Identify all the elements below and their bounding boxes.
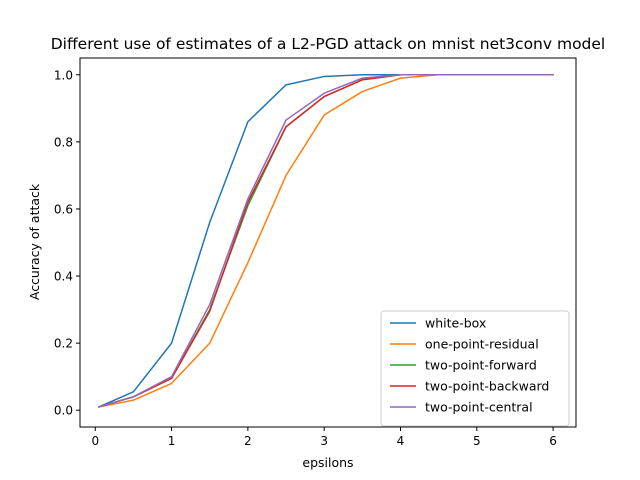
legend: white-box one-point-residual two-point-for… [380,310,570,427]
y-tick-label: 0.8 [54,135,73,149]
y-tick-label: 0.0 [54,404,73,418]
x-tick-label: 2 [244,434,252,448]
x-tick-label: 5 [473,434,481,448]
chart-title: Different use of estimates of a L2-PGD a… [51,35,606,53]
x-axis-label: epsilons [302,455,353,470]
y-axis: 0.0 0.2 0.4 0.6 0.8 1.0 [54,68,80,418]
y-tick-label: 0.4 [54,270,73,284]
x-tick-label: 6 [549,434,557,448]
y-tick-label: 0.6 [54,202,73,216]
x-tick-label: 0 [91,434,99,448]
x-tick-label: 1 [168,434,176,448]
y-tick-label: 1.0 [54,68,73,82]
x-tick-label: 4 [397,434,405,448]
legend-label: two-point-backward [425,379,549,394]
legend-label: one-point-residual [425,337,539,352]
plot-frame [79,57,577,428]
x-axis: 0 1 2 3 4 5 6 [91,427,557,448]
y-axis-label: Accuracy of attack [27,183,42,300]
series-line-two-point-central [98,74,554,408]
x-tick-label: 3 [320,434,328,448]
legend-box [380,310,570,427]
y-tick-label: 0.2 [54,337,73,351]
plot-area [98,74,554,408]
legend-label: two-point-central [425,400,533,415]
legend-label: two-point-forward [425,358,537,373]
legend-label: white-box [425,316,486,331]
